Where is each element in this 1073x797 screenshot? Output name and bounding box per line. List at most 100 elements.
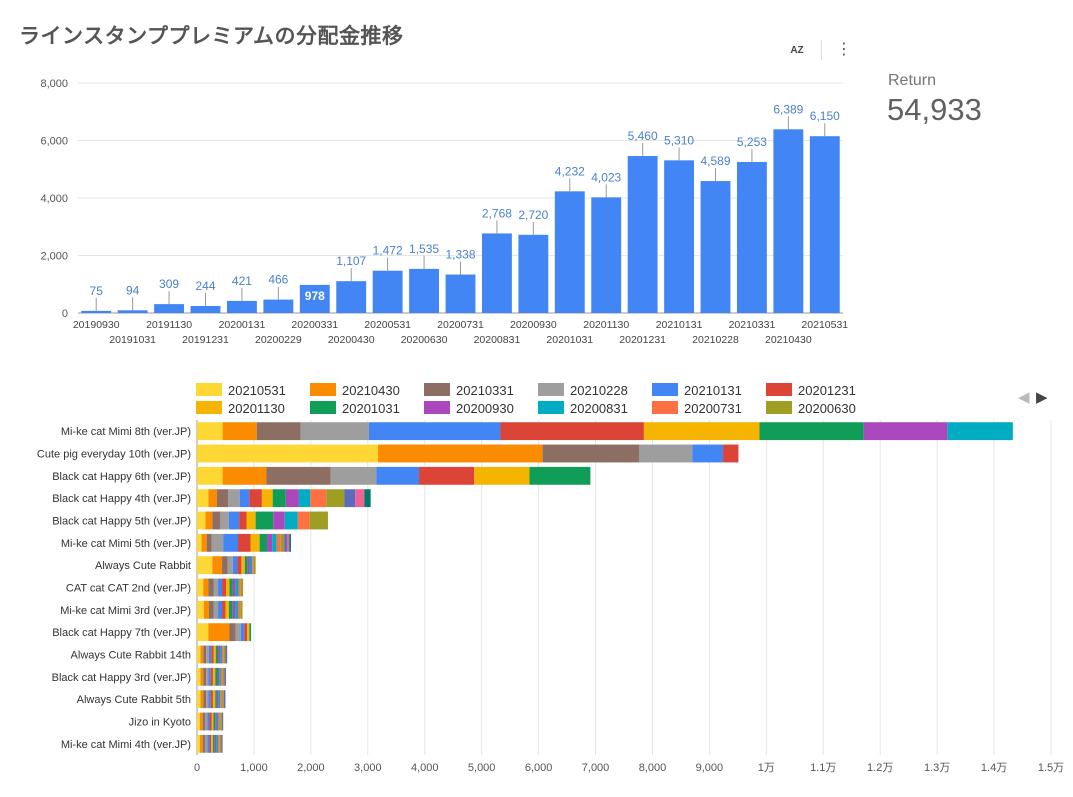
stacked-bar-segment [202,734,205,753]
legend-swatch [196,401,222,414]
bar [263,299,294,313]
data-label: 466 [268,273,288,287]
stacked-bar-segment [210,667,213,686]
category-label: Black cat Happy 4th (ver.JP) [52,493,191,505]
stacked-bar-segment [222,422,257,441]
legend-label: 20201231 [798,383,856,398]
x-tick-label: 20210531 [801,319,848,331]
legend-swatch [424,383,450,396]
x-tick-label: 20201130 [583,319,629,331]
category-label: Always Cute Rabbit 5th [77,694,191,706]
more-options-button[interactable]: ⋮ [836,41,852,58]
stacked-bar-segment [203,690,207,709]
stacked-bar-segment [529,466,591,485]
stacked-bar-segment [249,489,262,508]
stacked-bar-segment [222,578,227,597]
stacked-bar-segment [289,533,291,552]
stacked-bar-segment [225,645,228,664]
x-tick-label: 20190930 [73,319,120,331]
stacked-bar-segment [227,556,233,575]
stacked-bar-segment [232,556,238,575]
stacked-bar-segment [267,533,273,552]
stacked-bar-segment [273,511,285,530]
bar [736,161,767,313]
stacked-bar-segment [210,690,213,709]
category-label: Mi-ke cat Mimi 5th (ver.JP) [61,538,191,550]
legend-prev-page-button[interactable]: ◀ [1018,389,1030,406]
stacked-bar-segment [211,533,224,552]
legend-label: 20210430 [342,383,400,398]
data-label: 4,023 [591,170,621,184]
bar [773,129,804,313]
x-tick-label: 9,000 [696,762,724,774]
stacked-bar-segment [212,511,221,530]
stacked-bar-segment [209,712,212,731]
bar [372,270,403,313]
legend-label: 20210331 [456,383,514,398]
x-tick-label: 20200430 [328,334,375,346]
stacked-bar-segment [220,645,223,664]
stacked-bar-segment [224,667,227,686]
legend-swatch [538,401,564,414]
stacked-bar-segment [197,556,213,575]
y-tick-label: 8,000 [40,78,68,90]
stacked-bar-segment [199,734,203,753]
stacked-bar-segment [197,444,379,463]
stacked-bar-segment [212,667,216,686]
stacked-bar-segment [364,489,371,508]
stacked-bar-segment [204,734,208,753]
stacked-bar-segment [200,667,204,686]
stacked-bar-segment [284,533,287,552]
stacked-bar-segment [240,600,243,619]
stacked-bar-segment [206,690,209,709]
stacked-bar-segment [218,690,221,709]
legend-label: 20200831 [570,401,628,416]
x-tick-label: 1,000 [240,762,268,774]
stacked-bar-segment [208,578,214,597]
stacked-bar-segment [237,556,242,575]
stacked-bar-segment [216,489,229,508]
stacked-bar-segment [228,600,233,619]
stacked-bar-segment [239,511,247,530]
stacked-bar-segment [249,623,252,642]
stacked-bar-segment [197,511,206,530]
stacked-bar-segment [947,422,1013,441]
stacked-bar-segment [723,444,739,463]
stacked-bar-segment [212,734,215,753]
bar [481,233,512,313]
stacked-bar-segment [218,578,223,597]
category-label: Mi-ke cat Mimi 4th (ver.JP) [61,739,191,751]
stacked-bar-segment [197,533,202,552]
stacked-bar-segment [197,422,223,441]
data-label: 4,589 [700,154,730,168]
stacked-bar-segment [474,466,530,485]
data-label: 1,472 [373,244,403,258]
category-label: Black cat Happy 7th (ver.JP) [52,627,191,639]
bar [518,234,549,313]
stacked-bar-segment [261,489,273,508]
page-title: ラインスタンププレミアムの分配金推移 [19,24,404,48]
stacked-bar-segment [759,422,864,441]
data-label: 309 [159,277,179,291]
x-tick-label: 2,000 [297,762,325,774]
stacked-bar-segment [204,712,208,731]
stacked-bar-segment [300,422,369,441]
stacked-bar-segment [280,533,285,552]
scorecard-value: 54,933 [887,92,982,127]
stacked-bar-segment [197,645,201,664]
category-label: Mi-ke cat Mimi 8th (ver.JP) [61,426,191,438]
stacked-bar-segment [208,489,217,508]
data-label: 978 [305,289,325,303]
sort-az-button[interactable]: AZ [790,45,804,56]
x-tick-label: 20200930 [510,319,557,331]
stacked-bar-segment [252,556,254,575]
bar [154,304,185,313]
stacked-bar-segment [220,667,223,686]
stacked-bar-segment [208,690,211,709]
data-label: 1,107 [336,254,366,268]
stacked-bar-segment [208,600,214,619]
category-label: Always Cute Rabbit 14th [71,650,191,662]
legend-next-page-button[interactable]: ▶ [1036,389,1048,406]
data-label: 1,535 [409,242,439,256]
stacked-bar-segment [237,533,251,552]
